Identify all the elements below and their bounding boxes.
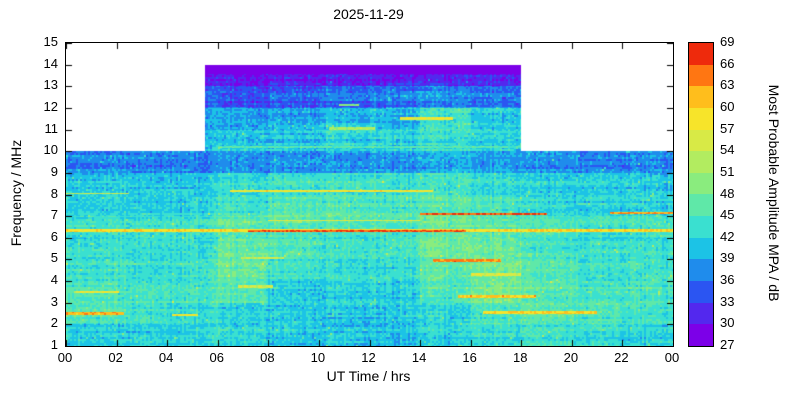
y-tick-label: 14 [43,55,58,71]
colorbar-cell [689,324,713,346]
colorbar-tick-label: 54 [720,142,735,158]
x-tick-label: 20 [563,350,579,365]
x-tick-label: 08 [260,350,275,365]
x-tick-label: 10 [310,350,326,365]
y-tick-label: 15 [43,34,58,49]
colorbar-cell [689,216,713,238]
colorbar-tick-label: 45 [720,207,735,223]
y-axis-label: Frequency / MHz [8,139,24,247]
y-tick-label: 2 [50,315,58,331]
y-tick-label: 10 [43,142,58,158]
colorbar-cell [689,172,713,195]
x-tick-label: 00 [664,350,680,365]
colorbar-cell [689,259,713,282]
y-tick-label: 5 [50,250,58,266]
y-tick-label: 12 [43,98,58,114]
colorbar-cell [689,107,713,130]
colorbar-tick-label: 69 [720,34,735,49]
x-tick-label: 00 [57,350,73,365]
colorbar-cell [689,86,713,108]
colorbar-tick-label: 36 [720,272,735,288]
chart-title: 2025-11-29 [333,6,404,22]
colorbar-tick-label: 33 [720,293,735,309]
x-tick-label: 04 [158,350,174,365]
colorbar-tick-label: 51 [720,163,735,179]
x-tick-label: 06 [209,350,224,365]
x-tick-label: 18 [513,350,528,365]
y-tick-label: 4 [50,272,58,288]
y-tick-label: 6 [50,228,58,244]
x-tick-label: 02 [108,350,123,365]
colorbar-cell [689,302,713,325]
colorbar-cell [689,43,713,65]
x-tick-label: 22 [614,350,629,365]
x-axis-label: UT Time / hrs [326,368,411,384]
colorbar-tick-label: 57 [720,120,735,136]
y-tick-label: 13 [43,77,58,93]
y-tick-label: 1 [50,337,58,352]
colorbar-cell [689,237,713,260]
colorbar-cell [689,129,713,152]
x-tick-label: 16 [462,350,477,365]
x-tick-label: 12 [361,350,376,365]
colorbar-label: Most Probable Amplitude MPA / dB [766,84,782,302]
colorbar-cell [689,151,713,173]
colorbar [688,42,714,347]
colorbar-tick-label: 30 [720,315,735,331]
colorbar-cell [689,194,713,217]
colorbar-tick-label: 63 [720,77,735,93]
y-tick-label: 9 [50,163,58,179]
colorbar-tick-label: 60 [720,98,735,114]
y-tick-label: 3 [50,293,58,309]
colorbar-tick-label: 48 [720,185,735,201]
colorbar-tick-label: 66 [720,55,735,71]
plot-area [65,42,674,347]
colorbar-cell [689,64,713,87]
colorbar-tick-label: 27 [720,337,735,352]
x-tick-label: 14 [411,350,427,365]
y-tick-label: 11 [44,120,59,136]
colorbar-cell [689,281,713,303]
y-tick-label: 8 [50,185,58,201]
colorbar-tick-label: 39 [720,250,735,266]
heatmap-canvas [66,43,673,346]
y-tick-label: 7 [50,207,58,223]
colorbar-tick-label: 42 [720,228,735,244]
